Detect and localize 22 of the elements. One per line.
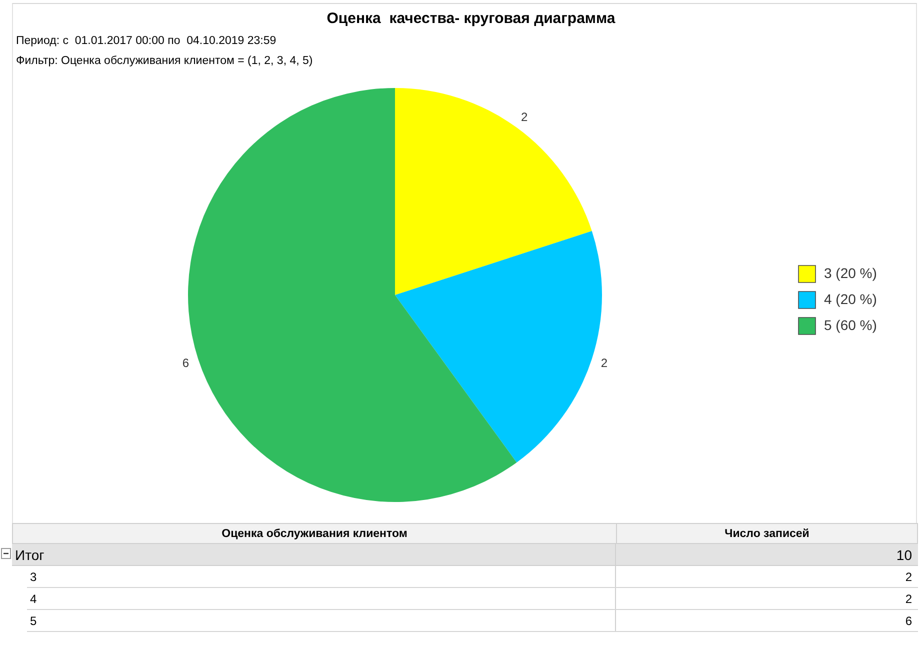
data-label: 2 <box>600 356 608 370</box>
text: Итог <box>15 546 44 562</box>
legend-label: 5 (60 %) <box>824 317 877 333</box>
data-label: 2 <box>905 570 912 584</box>
pie-slice <box>188 88 517 502</box>
legend-label: 4 (20 %) <box>824 291 877 307</box>
data-label: 2 <box>520 110 528 124</box>
pie-slice <box>395 88 592 295</box>
category-label: 5 <box>30 614 37 628</box>
data-label: 6 <box>905 614 912 628</box>
data-label: 6 <box>182 356 190 370</box>
legend-label: 3 (20 %) <box>824 265 877 281</box>
text: 10 <box>896 546 912 562</box>
chart-subtitle: Период: с 01.01.2017 00:00 по 04.10.2019 23:59 <box>16 35 276 47</box>
category-label: 3 <box>30 570 37 584</box>
pie-slice <box>395 231 602 462</box>
category-label: 4 <box>30 592 37 606</box>
text: Оценка обслуживания клиентом <box>222 528 408 540</box>
data-label: 2 <box>905 592 912 606</box>
text: Фильтр: Оценка обслуживания клиентом = (1, 2, 3, 4, 5) <box>16 55 313 67</box>
chart-title: Оценка качества- круговая диаграмма <box>326 10 616 27</box>
text: Число записей <box>724 528 810 540</box>
